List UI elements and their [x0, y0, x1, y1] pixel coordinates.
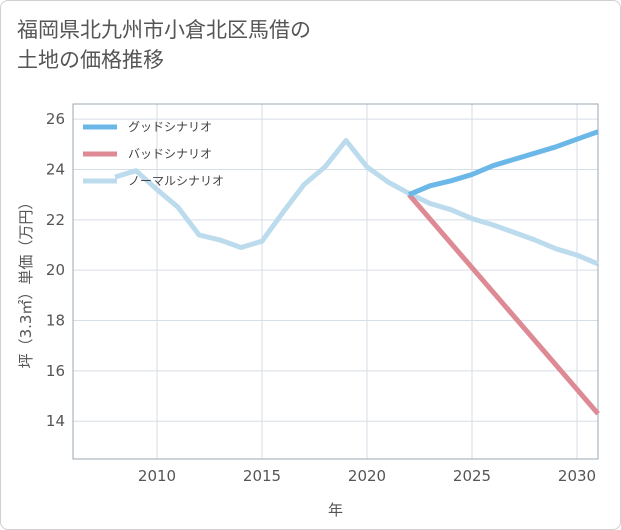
series-lines: [114, 129, 600, 416]
x-tick-label: 2030: [558, 467, 596, 485]
chart-title-line-2: 土地の価格推移: [17, 48, 164, 72]
y-tick-label: 20: [46, 261, 65, 279]
legend-label-0: グッドシナリオ: [128, 120, 212, 134]
x-tick-label: 2025: [453, 467, 491, 485]
legend-label-1: バッドシナリオ: [128, 147, 212, 161]
grid-lines: [73, 104, 598, 459]
y-tick-label: 22: [46, 211, 65, 229]
chart-title-line-1: 福岡県北九州市小倉北区馬借の: [17, 18, 311, 42]
y-tick-label: 18: [46, 312, 65, 330]
legend-label-2: ノーマルシナリオ: [128, 174, 224, 188]
axis-ticks: 2010 2015 2020 2025 2030 14 16 18 20 22 24 26: [46, 110, 596, 485]
plot-frame: [72, 103, 599, 460]
y-tick-label: 16: [46, 362, 65, 380]
series-line-1: [407, 192, 600, 416]
y-tick-label: 24: [46, 160, 65, 178]
x-tick-label: 2020: [348, 467, 386, 485]
x-axis-title: 年: [328, 501, 343, 519]
x-tick-label: 2010: [138, 467, 176, 485]
x-tick-label: 2015: [243, 467, 281, 485]
y-tick-label: 26: [46, 110, 65, 128]
y-axis-title: 坪（3.3㎡）単価（万円）: [17, 195, 35, 369]
y-tick-label: 14: [46, 412, 65, 430]
series-line-0: [408, 129, 599, 197]
chart-title: 福岡県北九州市小倉北区馬借の 土地の価格推移: [17, 15, 311, 75]
series-line-2: [114, 138, 599, 267]
